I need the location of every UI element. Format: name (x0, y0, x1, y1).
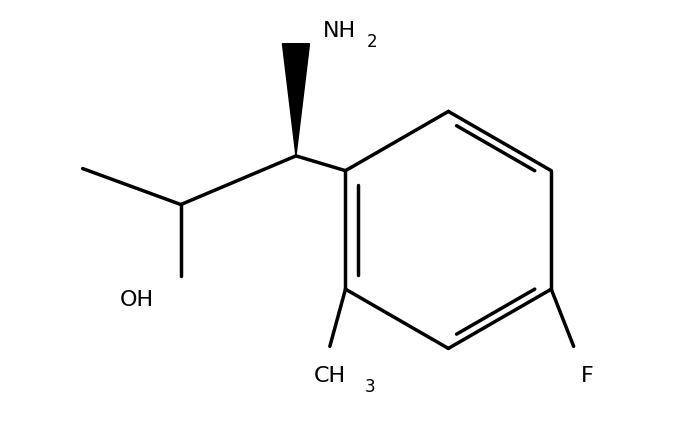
Text: 3: 3 (365, 377, 375, 395)
Text: 2: 2 (367, 33, 377, 51)
Text: NH: NH (323, 21, 356, 41)
Text: CH: CH (313, 366, 346, 386)
Text: OH: OH (120, 290, 154, 310)
Polygon shape (282, 44, 309, 156)
Text: F: F (581, 366, 593, 386)
